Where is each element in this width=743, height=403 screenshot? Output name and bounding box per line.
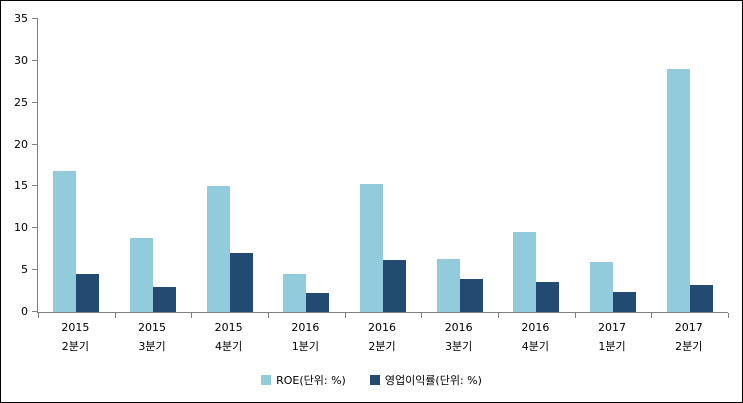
x-axis-label-year: 2015 [61, 321, 90, 334]
y-axis-tick-label: 5 [21, 263, 28, 277]
x-axis-label: 2015 4분기 [190, 318, 267, 356]
x-axis-label-year: 2017 [598, 321, 627, 334]
operating-margin-bar [613, 291, 636, 312]
x-axis-label-year: 2016 [444, 321, 473, 334]
x-axis-label-quarter: 2분기 [61, 340, 89, 353]
y-axis-tick [32, 101, 38, 103]
roe-legend-swatch-icon [261, 375, 272, 385]
x-axis-label-quarter: 3분기 [138, 340, 166, 353]
x-axis-label: 2015 2분기 [37, 318, 114, 356]
operating-margin-bar [536, 281, 560, 312]
operating-margin-legend-label: 영업이익률(단위: %) [384, 374, 482, 387]
roe-legend-label: ROE(단위: %) [276, 374, 346, 387]
roe-bar [590, 261, 613, 312]
x-axis-label: 2016 4분기 [497, 318, 574, 356]
operating-margin-legend-swatch-icon [369, 375, 380, 385]
x-axis-tick [574, 313, 576, 318]
legend-item-roe: ROE(단위: %) [261, 372, 346, 388]
legend: ROE(단위: %) 영업이익률(단위: %) [1, 372, 742, 388]
x-axis-label-quarter: 2분기 [368, 340, 396, 353]
roe-bar [53, 171, 77, 312]
operating-margin-bar [306, 292, 330, 312]
roe-bar [436, 259, 460, 312]
x-axis-label-quarter: 4분기 [215, 340, 243, 353]
y-axis-tick [32, 143, 38, 145]
x-axis-label-quarter: 2분기 [675, 340, 703, 353]
roe-bar [130, 238, 153, 312]
x-axis-label-quarter: 3분기 [445, 340, 473, 353]
x-axis-label: 2016 1분기 [267, 318, 344, 356]
operating-margin-bar [459, 278, 483, 312]
x-axis-label-quarter: 1분기 [598, 340, 626, 353]
x-axis-tick [421, 313, 423, 318]
y-axis-tick [32, 59, 38, 61]
y-axis-tick-label: 35 [14, 12, 28, 25]
x-axis-tick [268, 313, 269, 318]
x-axis-tick [114, 313, 116, 318]
x-axis-label: 2016 2분기 [344, 318, 421, 356]
x-axis-label-year: 2016 [368, 321, 397, 334]
operating-margin-bar [76, 273, 100, 312]
x-axis-label: 2017 2분기 [650, 318, 727, 356]
x-axis-label-quarter: 4분기 [521, 340, 549, 353]
x-axis-tick [38, 313, 39, 318]
x-axis-label-year: 2015 [214, 321, 243, 334]
x-axis-label: 2015 3분기 [114, 318, 191, 356]
roe-bar [360, 183, 383, 312]
legend-item-operating-margin: 영업이익률(단위: %) [369, 372, 482, 388]
x-axis-label-year: 2015 [138, 321, 166, 334]
y-axis-tick-label: 15 [14, 179, 28, 193]
x-axis-label-year: 2016 [291, 321, 320, 334]
x-axis-label: 2017 1분기 [574, 318, 651, 356]
roe-bar [206, 185, 230, 312]
x-axis-label-year: 2017 [674, 321, 703, 334]
roe-bar [513, 231, 537, 312]
y-axis-tick [32, 269, 38, 271]
plot-area: 0 5 10 15 20 25 30 35 [14, 12, 729, 318]
operating-margin-bar [229, 253, 253, 312]
x-axis-tick [728, 313, 729, 318]
y-axis-tick [32, 311, 38, 312]
y-axis-tick-label: 0 [21, 305, 28, 318]
x-axis-labels: 2015 2분기 2015 3분기 2015 4분기 2016 1분기 2016 2분기 2016 3… [37, 318, 727, 356]
x-axis-tick [651, 313, 653, 318]
y-axis-tick-label: 25 [14, 95, 28, 109]
y-axis-tick [32, 227, 38, 229]
x-axis-tick [498, 313, 499, 318]
roe-bar [666, 69, 690, 312]
x-axis-label-year: 2016 [521, 321, 550, 334]
y-axis-tick-label: 10 [14, 221, 28, 235]
y-axis-tick-label: 30 [14, 53, 28, 67]
operating-margin-bar [689, 285, 713, 312]
operating-margin-bar [153, 286, 176, 312]
x-axis-tick [344, 313, 346, 318]
operating-margin-bar [383, 260, 406, 312]
y-axis-tick [32, 185, 38, 187]
roe-bar [283, 274, 307, 312]
x-axis-label: 2016 3분기 [420, 318, 497, 356]
y-axis-tick [32, 18, 38, 19]
x-axis-tick [191, 313, 193, 318]
x-axis-label-quarter: 1분기 [291, 340, 319, 353]
y-axis-tick-label: 20 [14, 137, 28, 151]
